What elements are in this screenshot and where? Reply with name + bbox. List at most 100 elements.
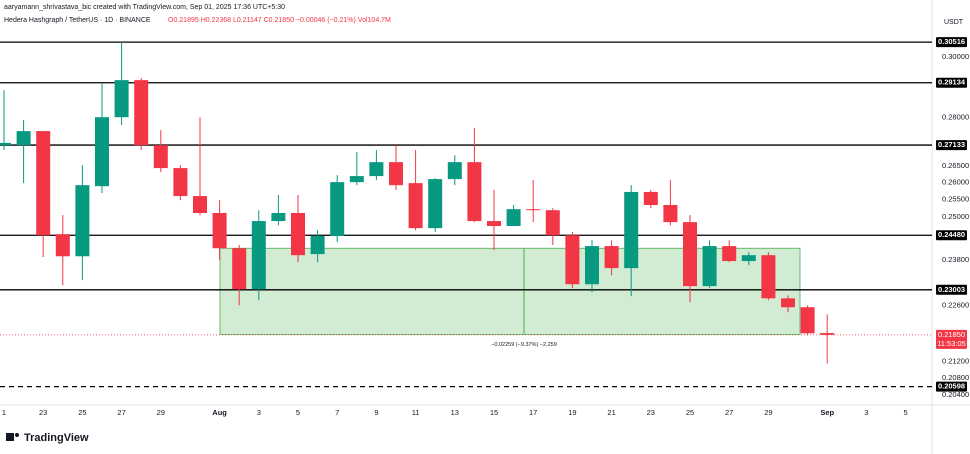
candle-body — [447, 162, 462, 180]
measure-label: −0.02259 (−9.37%) −2,259 — [491, 342, 557, 348]
x-tick-label: Sep — [820, 408, 834, 417]
level-label-bg — [936, 140, 967, 151]
x-tick-label: 15 — [490, 408, 498, 417]
level-label: 0.29134 — [938, 78, 966, 87]
x-tick-label: 5 — [904, 408, 908, 417]
candle-body — [565, 235, 580, 285]
candle-body — [193, 196, 207, 213]
credit: aaryamann_shrivastava_bic created with T… — [4, 4, 285, 11]
candle-body — [683, 222, 697, 287]
y-tick-label: 0.20400 — [942, 390, 969, 399]
level-label-bg — [936, 381, 967, 392]
candle-body — [487, 221, 501, 227]
x-tick-label: 23 — [647, 408, 655, 417]
x-tick-label: 7 — [335, 408, 339, 417]
logo-text: TradingView — [24, 432, 89, 444]
y-tick-label: 0.22600 — [942, 300, 969, 309]
level-label: 0.24480 — [938, 230, 965, 239]
candle-body — [173, 168, 188, 197]
candle-body — [36, 131, 51, 236]
level-label: 0.30516 — [938, 37, 965, 46]
candle-body — [428, 179, 443, 229]
logo-mark — [6, 433, 14, 441]
candle-body — [251, 221, 266, 290]
y-tick-label: 0.25000 — [942, 212, 969, 221]
x-tick-label: 25 — [78, 408, 86, 417]
y-tick-label: 0.21200 — [942, 356, 969, 365]
y-tick-label: 0.26500 — [942, 161, 969, 170]
y-tick-label: 0.20800 — [942, 373, 969, 382]
candle-body — [232, 248, 247, 290]
x-tick-label: 21 — [607, 408, 615, 417]
x-tick-label: 17 — [529, 408, 537, 417]
symbol: Hedera Hashgraph / TetherUS · 1D · BINAN… — [4, 17, 151, 24]
candle-body — [75, 185, 90, 257]
x-tick-label: 11 — [412, 408, 420, 417]
candle-body — [624, 191, 639, 269]
candle-body — [408, 183, 423, 229]
candle-body — [134, 80, 149, 146]
x-tick-label: 25 — [686, 408, 694, 417]
x-tick-label: 1 — [2, 408, 6, 417]
countdown: 11:53:05 — [937, 339, 966, 348]
last-price-label: 0.21850 — [938, 330, 965, 339]
candle-body — [585, 246, 599, 285]
candle-body — [114, 80, 129, 118]
x-tick-label: 19 — [568, 408, 576, 417]
x-tick-label: 13 — [451, 408, 459, 417]
x-tick-label: Aug — [212, 408, 227, 417]
level-label: 0.27133 — [938, 140, 965, 149]
candle-body — [506, 209, 521, 227]
candle-body — [702, 246, 717, 287]
level-label: 0.23003 — [938, 285, 965, 294]
candle-body — [16, 131, 31, 146]
level-label: 0.20598 — [938, 382, 965, 391]
x-tick-label: 3 — [864, 408, 868, 417]
x-tick-label: 3 — [257, 408, 261, 417]
x-tick-label: 23 — [39, 408, 47, 417]
x-tick-label: 27 — [117, 408, 125, 417]
y-tick-label: 0.30000 — [942, 52, 969, 61]
level-label-bg — [936, 284, 967, 295]
candle-body — [781, 298, 795, 308]
x-tick-label: 29 — [764, 408, 772, 417]
candle-body — [153, 145, 168, 169]
x-tick-label: 9 — [374, 408, 378, 417]
x-tick-label: 5 — [296, 408, 300, 417]
currency: USDT — [944, 19, 964, 26]
candle-body — [349, 176, 364, 183]
candle-body — [95, 117, 109, 187]
level-label-bg — [936, 230, 967, 241]
quote: O0.21895 H0.22368 L0.21147 C0.21850 −0.0… — [168, 17, 391, 24]
candle-body — [271, 212, 286, 222]
x-tick-label: 29 — [157, 408, 165, 417]
candle-body — [55, 234, 70, 257]
candle-body — [722, 246, 737, 262]
candle-body — [604, 246, 619, 269]
candle-body — [643, 191, 658, 206]
candle-body — [545, 210, 560, 236]
candle-body — [820, 333, 835, 335]
y-tick-label: 0.26000 — [942, 177, 969, 186]
y-tick-label: 0.23800 — [942, 255, 969, 264]
candle-body — [741, 255, 756, 262]
candle-body — [369, 162, 384, 177]
candle-body — [0, 142, 11, 146]
logo: TradingView — [6, 432, 89, 444]
candle-body — [212, 212, 227, 249]
candle-body — [310, 235, 325, 255]
y-tick-label: 0.28000 — [942, 112, 969, 121]
candle-body — [467, 162, 482, 222]
level-label-bg — [936, 77, 967, 88]
candle-body — [526, 209, 541, 211]
last-price-bg — [936, 329, 967, 349]
candle-body — [761, 255, 776, 299]
candle-body — [291, 212, 305, 256]
level-label-bg — [936, 37, 967, 48]
candle-body — [663, 205, 678, 223]
candle-body — [389, 162, 403, 186]
x-tick-label: 27 — [725, 408, 733, 417]
candle-body — [800, 307, 815, 334]
